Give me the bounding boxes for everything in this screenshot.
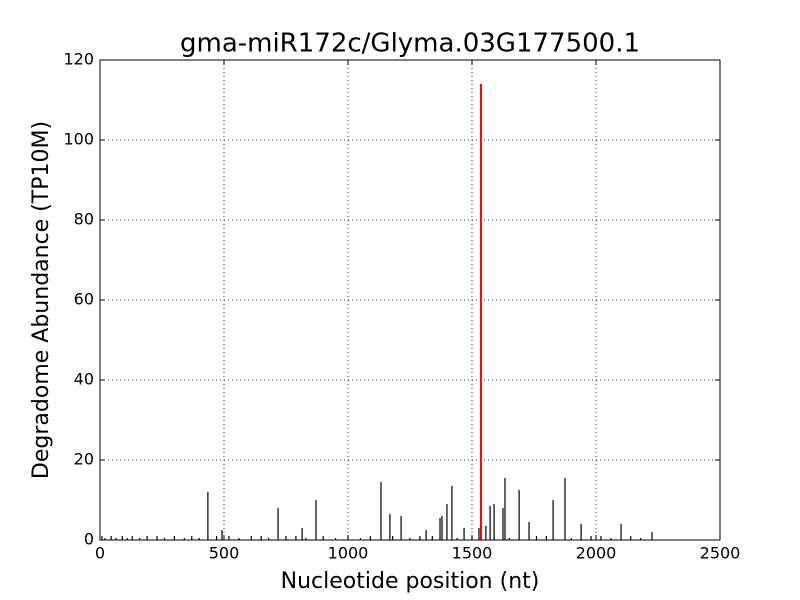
y-tick-label: 0 (84, 530, 94, 549)
x-tick-label: 1000 (328, 544, 369, 563)
x-tick-label: 1500 (452, 544, 493, 563)
x-tick-label: 2500 (700, 544, 741, 563)
x-tick-label: 500 (209, 544, 240, 563)
y-tick-label: 100 (63, 130, 94, 149)
x-axis-label: Nucleotide position (nt) (281, 569, 540, 594)
x-tick-label: 2000 (576, 544, 617, 563)
y-tick-label: 80 (74, 210, 94, 229)
chart-title: gma-miR172c/Glyma.03G177500.1 (180, 29, 640, 59)
y-axis-label: Degradome Abundance (TP10M) (29, 121, 54, 479)
plot-frame (99, 59, 721, 541)
y-tick-label: 20 (74, 450, 94, 469)
y-tick-label: 60 (74, 290, 94, 309)
x-tick-label: 0 (95, 544, 105, 563)
y-tick-label: 40 (74, 370, 94, 389)
y-tick-label: 120 (63, 50, 94, 69)
